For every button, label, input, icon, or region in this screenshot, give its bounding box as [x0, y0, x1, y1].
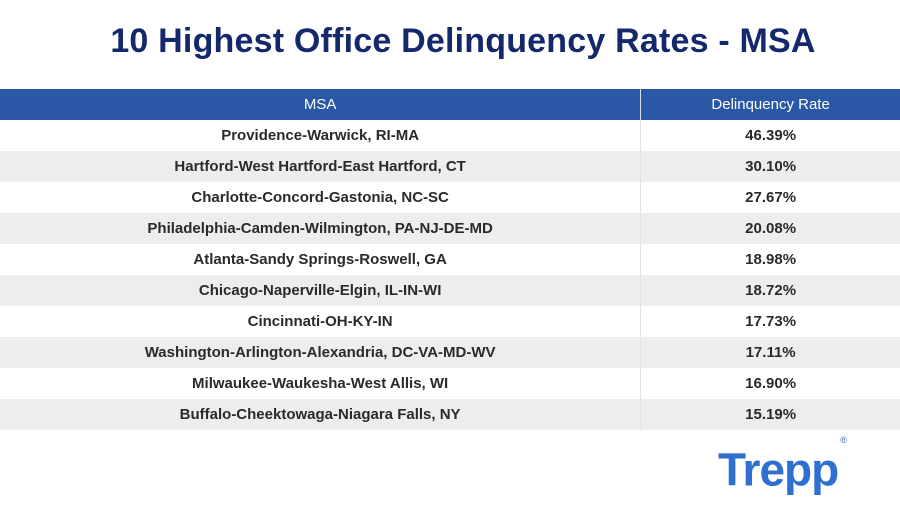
table-row: Washington-Arlington-Alexandria, DC-VA-M… — [0, 337, 900, 368]
table-row: Milwaukee-Waukesha-West Allis, WI 16.90% — [0, 368, 900, 399]
table-row: Providence-Warwick, RI-MA 46.39% — [0, 120, 900, 151]
msa-cell: Philadelphia-Camden-Wilmington, PA-NJ-DE… — [0, 213, 642, 244]
table-row: Hartford-West Hartford-East Hartford, CT… — [0, 151, 900, 182]
table-row: Chicago-Naperville-Elgin, IL-IN-WI 18.72… — [0, 275, 900, 306]
page-title: 10 Highest Office Delinquency Rates - MS… — [110, 22, 816, 60]
msa-cell: Providence-Warwick, RI-MA — [0, 120, 642, 151]
trepp-logo: Trepp® — [718, 435, 847, 496]
rate-cell: 15.19% — [640, 399, 900, 430]
rate-cell: 17.11% — [640, 337, 900, 368]
header-delinquency-rate: Delinquency Rate — [640, 89, 900, 120]
msa-cell: Charlotte-Concord-Gastonia, NC-SC — [0, 182, 642, 213]
msa-cell: Hartford-West Hartford-East Hartford, CT — [0, 151, 642, 182]
table-row: Buffalo-Cheektowaga-Niagara Falls, NY 15… — [0, 399, 900, 430]
rate-cell: 16.90% — [640, 368, 900, 399]
rate-cell: 17.73% — [640, 306, 900, 337]
table-row: Atlanta-Sandy Springs-Roswell, GA 18.98% — [0, 244, 900, 275]
msa-cell: Chicago-Naperville-Elgin, IL-IN-WI — [0, 275, 642, 306]
registered-mark: ® — [840, 435, 847, 445]
table-header-row: MSA Delinquency Rate — [0, 89, 900, 120]
msa-cell: Cincinnati-OH-KY-IN — [0, 306, 642, 337]
rate-cell: 30.10% — [640, 151, 900, 182]
msa-cell: Washington-Arlington-Alexandria, DC-VA-M… — [0, 337, 642, 368]
rate-cell: 46.39% — [640, 120, 900, 151]
msa-cell: Atlanta-Sandy Springs-Roswell, GA — [0, 244, 642, 275]
table-row: Philadelphia-Camden-Wilmington, PA-NJ-DE… — [0, 213, 900, 244]
delinquency-table: MSA Delinquency Rate Providence-Warwick,… — [0, 89, 900, 430]
msa-cell: Buffalo-Cheektowaga-Niagara Falls, NY — [0, 399, 642, 430]
rate-cell: 27.67% — [640, 182, 900, 213]
rate-cell: 20.08% — [640, 213, 900, 244]
table-row: Cincinnati-OH-KY-IN 17.73% — [0, 306, 900, 337]
header-msa: MSA — [0, 89, 642, 120]
msa-cell: Milwaukee-Waukesha-West Allis, WI — [0, 368, 642, 399]
rate-cell: 18.72% — [640, 275, 900, 306]
logo-text: Trepp — [718, 443, 839, 496]
rate-cell: 18.98% — [640, 244, 900, 275]
table-row: Charlotte-Concord-Gastonia, NC-SC 27.67% — [0, 182, 900, 213]
